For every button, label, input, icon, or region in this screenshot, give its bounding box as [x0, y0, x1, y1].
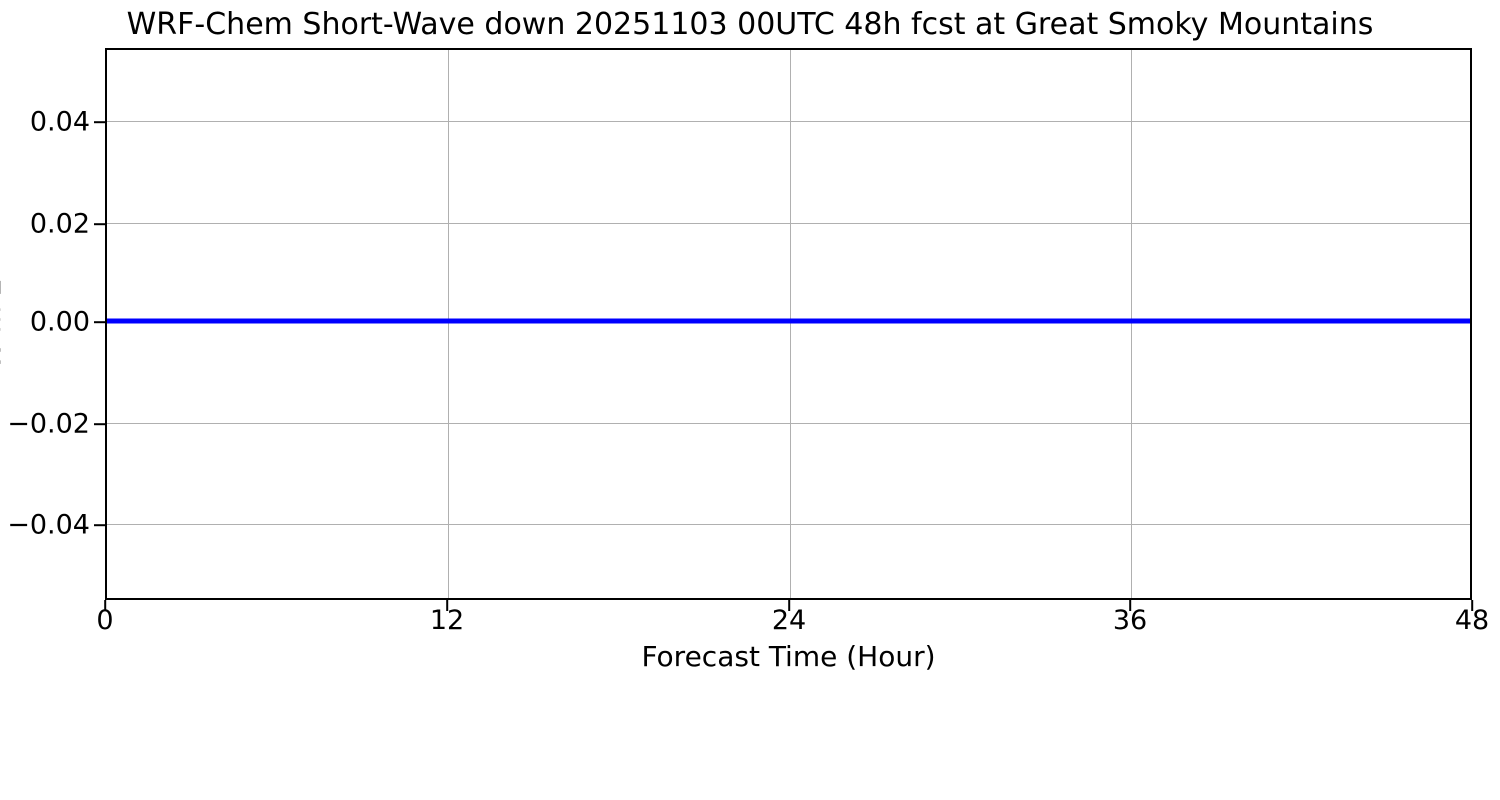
x-tick-mark-3: [1129, 600, 1131, 611]
y-tick-label-3: −0.02: [7, 408, 90, 440]
y-tick-mark-3: [94, 423, 105, 425]
y-tick-mark-0: [94, 121, 105, 123]
plot-area: [105, 48, 1472, 600]
gridline-horizontal-0.04: [107, 121, 1470, 122]
gridline-horizontal-0.02: [107, 223, 1470, 224]
x-tick-mark-1: [446, 600, 448, 611]
gridline-horizontal-neg0.02: [107, 423, 1470, 424]
gridline-vertical-12: [448, 50, 449, 598]
gridline-vertical-36: [1131, 50, 1132, 598]
y-tick-mark-4: [94, 524, 105, 526]
x-tick-label-0: 0: [96, 605, 114, 636]
gridline-horizontal-neg0.04: [107, 524, 1470, 525]
x-tick-mark-4: [1471, 600, 1473, 611]
x-tick-mark-0: [104, 600, 106, 611]
gridline-vertical-24: [790, 50, 791, 598]
y-tick-mark-1: [94, 223, 105, 225]
x-axis-label: Forecast Time (Hour): [641, 640, 936, 673]
x-tick-mark-2: [788, 600, 790, 611]
x-tick-label-2: 24: [771, 605, 807, 636]
y-tick-label-2: 0.00: [29, 306, 90, 338]
y-tick-mark-2: [94, 321, 105, 323]
x-tick-label-1: 12: [429, 605, 465, 636]
x-tick-label-4: 48: [1454, 605, 1490, 636]
chart-title: WRF-Chem Short-Wave down 20251103 00UTC …: [126, 7, 1374, 42]
x-tick-label-3: 36: [1112, 605, 1148, 636]
y-tick-label-0: 0.04: [29, 106, 90, 138]
y-axis-label: W m-2: [0, 278, 7, 370]
y-tick-label-4: −0.04: [7, 509, 90, 541]
y-tick-label-1: 0.02: [29, 208, 90, 240]
series-line-short-wave-down: [107, 318, 1470, 324]
